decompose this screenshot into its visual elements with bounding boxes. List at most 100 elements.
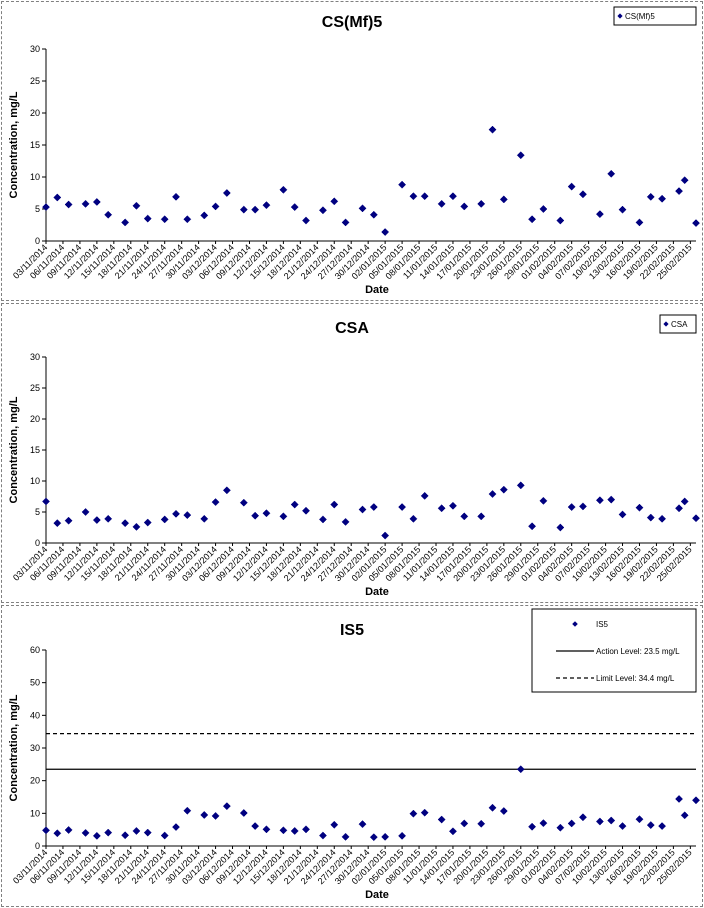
data-point	[567, 182, 576, 191]
data-point	[449, 501, 457, 510]
y-tick-label: 30	[30, 44, 40, 54]
chart-csa: CSA05101520253003/11/201406/11/201409/11…	[8, 314, 700, 598]
data-point	[239, 205, 248, 214]
data-point	[319, 831, 327, 840]
y-tick-label: 30	[30, 743, 40, 753]
data-point	[64, 516, 73, 525]
y-tick-label: 50	[30, 678, 40, 688]
data-point	[341, 218, 350, 227]
data-point	[460, 819, 469, 828]
legend-marker	[663, 321, 669, 327]
y-axis-title: Concentration, mg/L	[8, 694, 20, 801]
data-point	[160, 215, 169, 224]
data-point	[437, 504, 446, 513]
data-point	[556, 823, 565, 832]
data-point	[579, 190, 587, 199]
data-point	[398, 503, 407, 511]
data-point	[160, 515, 169, 524]
data-point	[81, 828, 90, 837]
data-point	[211, 498, 220, 507]
chart-title: IS5	[340, 622, 364, 639]
y-tick-label: 25	[30, 383, 40, 393]
data-point	[556, 216, 565, 225]
data-point	[449, 192, 457, 201]
data-point	[539, 819, 548, 828]
data-point	[488, 490, 497, 498]
data-point	[516, 765, 525, 774]
chart-panel-csa: CSA 0 5 10 15 20 25 30 03/11/2014 06/11/2014 09/11…	[1, 303, 703, 603]
data-point	[42, 203, 50, 212]
data-point	[172, 192, 180, 201]
data-point	[556, 523, 565, 532]
data-point	[409, 514, 418, 523]
y-tick-label: 10	[30, 808, 40, 818]
data-point	[239, 498, 248, 507]
data-point	[341, 517, 350, 526]
data-point	[81, 508, 90, 516]
data-point	[200, 811, 209, 819]
data-point	[200, 514, 209, 523]
data-point	[121, 218, 130, 227]
data-point	[398, 831, 407, 840]
data-point	[675, 795, 683, 803]
legend-box	[659, 314, 697, 334]
data-point	[635, 815, 644, 824]
data-point	[528, 522, 537, 531]
data-point	[222, 189, 231, 197]
data-point	[183, 215, 192, 224]
data-point	[398, 180, 407, 189]
data-point	[222, 486, 231, 495]
legend-marker	[572, 621, 578, 627]
data-point	[692, 796, 700, 805]
data-point	[358, 505, 367, 514]
data-point	[330, 820, 339, 829]
data-point	[680, 176, 689, 185]
data-point	[658, 822, 667, 831]
legend-marker	[617, 13, 623, 19]
data-point	[477, 199, 486, 208]
data-point	[567, 819, 576, 828]
data-point	[132, 201, 141, 210]
data-point	[200, 211, 209, 220]
data-point	[53, 519, 62, 528]
data-point	[251, 511, 260, 520]
y-tick-label: 5	[35, 204, 40, 214]
legend-label: CSA	[671, 320, 688, 329]
data-point	[279, 185, 288, 194]
data-point	[460, 202, 469, 211]
data-point	[251, 205, 260, 214]
data-point	[607, 816, 616, 825]
data-point	[121, 519, 130, 528]
data-point	[53, 193, 62, 202]
data-point	[172, 509, 180, 518]
data-point	[341, 832, 350, 841]
data-point	[369, 833, 378, 842]
data-point	[420, 192, 429, 201]
data-point	[279, 512, 288, 521]
data-point	[595, 817, 604, 826]
data-point	[618, 205, 627, 214]
data-point	[618, 822, 627, 831]
data-point	[437, 199, 446, 208]
data-point	[279, 826, 288, 835]
data-point	[488, 803, 497, 812]
data-point	[477, 512, 486, 521]
data-point	[64, 200, 73, 209]
y-tick-label: 20	[30, 776, 40, 786]
y-tick-label: 25	[30, 76, 40, 86]
data-point	[680, 497, 689, 506]
data-point	[64, 826, 73, 834]
data-point	[302, 825, 310, 834]
data-point	[211, 202, 220, 211]
data-point	[499, 195, 508, 204]
data-point	[607, 169, 616, 178]
data-point	[618, 510, 627, 519]
data-point	[488, 125, 497, 134]
data-point	[104, 514, 113, 523]
data-point	[143, 828, 152, 837]
data-point	[539, 496, 548, 505]
legend: CS(Mf)5	[613, 6, 697, 26]
data-point	[499, 807, 508, 816]
data-point	[121, 831, 130, 840]
data-point	[302, 216, 310, 225]
